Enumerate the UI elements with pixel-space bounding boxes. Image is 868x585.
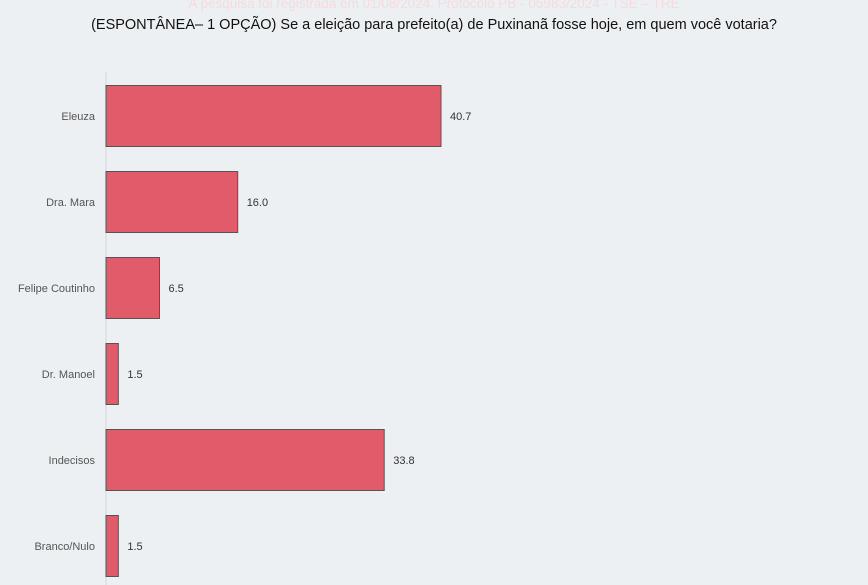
chart-title: (ESPONTÂNEA– 1 OPÇÃO) Se a eleição para … (91, 17, 777, 33)
bar-dr-manoel (105, 343, 119, 405)
bar-branco-nulo (105, 515, 119, 577)
category-label: Eleuza (61, 111, 96, 123)
value-label: 1.5 (127, 541, 142, 553)
value-label: 33.8 (393, 455, 414, 467)
chart-subtitle: A pesquisa foi registrada em 01/08/2024.… (188, 0, 680, 11)
category-label: Branco/Nulo (34, 541, 95, 553)
bar-felipe-coutinho (105, 257, 161, 319)
category-label: Dra. Mara (46, 197, 96, 209)
category-label: Indecisos (49, 455, 96, 467)
value-label: 16.0 (247, 197, 268, 209)
bar-indecisos (105, 429, 385, 491)
bar-eleuza (105, 85, 442, 147)
category-label: Dr. Manoel (42, 369, 95, 381)
value-label: 40.7 (450, 111, 471, 123)
value-label: 1.5 (127, 369, 142, 381)
bars-group: Eleuza 40.7 Dra. Mara 16.0 Felipe Coutinho 6.… (18, 85, 471, 577)
value-label: 6.5 (169, 283, 184, 295)
category-label: Felipe Coutinho (18, 283, 95, 295)
bar-dra-mara (105, 171, 239, 233)
